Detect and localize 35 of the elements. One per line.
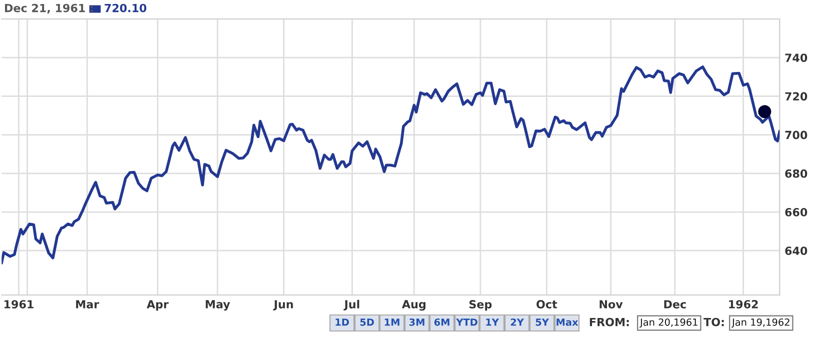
text: 5Y [536, 318, 549, 326]
x-tick-label: Jun [273, 300, 293, 311]
text: YTD [456, 318, 478, 326]
y-tick-label: 740 [785, 54, 808, 62]
text: 2Y [510, 318, 524, 326]
text: 1M [384, 318, 400, 326]
text: TO: [704, 318, 724, 326]
x-tick-label: Apr [146, 300, 169, 311]
x-tick-label: Nov [600, 300, 623, 308]
text: Jan 19,1962 [731, 318, 790, 328]
text: 6M [434, 318, 450, 326]
text: Jan 20,1961 [639, 318, 698, 328]
x-tick-label: Jul [344, 300, 360, 311]
x-tick-label: Mar [76, 300, 100, 308]
y-tick-label: 700 [785, 130, 808, 140]
y-tick-label: 640 [785, 246, 808, 255]
text: Max [556, 318, 578, 326]
x-tick-label: 1962 [729, 300, 758, 308]
text: Dec 21, 1961 : [5, 4, 93, 14]
y-tick-label: 720 [785, 92, 808, 101]
x-tick-label: Dec [664, 300, 686, 308]
x-tick-label: 1961 [4, 300, 34, 308]
text: 5D [360, 318, 374, 326]
x-tick-label: Aug [402, 300, 426, 311]
text: 1D [336, 318, 349, 326]
y-tick-label: 660 [785, 208, 808, 216]
y-tick-label: 680 [785, 169, 808, 178]
text: 3M [409, 318, 424, 326]
line-series [2, 65, 780, 264]
text: 720.10 [104, 4, 146, 12]
x-tick-label: Oct [536, 300, 558, 308]
x-tick-label: Sep [469, 300, 492, 311]
x-tick-label: May [206, 300, 230, 311]
text: 1Y [486, 318, 499, 326]
text: FROM: [590, 318, 629, 326]
